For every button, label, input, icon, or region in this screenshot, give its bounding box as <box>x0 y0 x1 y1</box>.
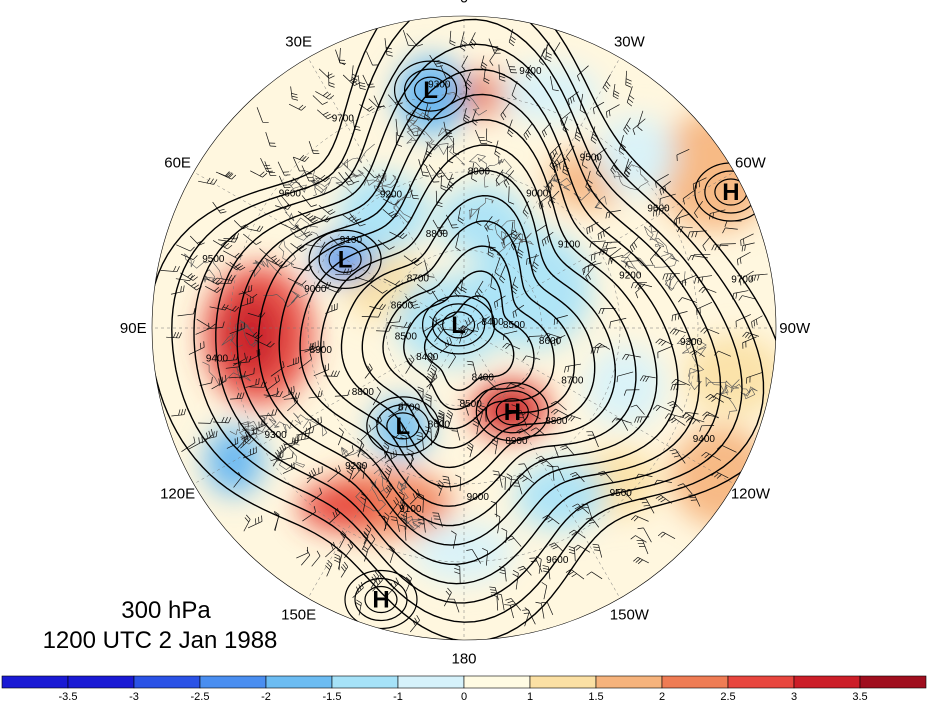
contour-label: 9300 <box>680 337 703 348</box>
contour-label: 9600 <box>546 555 569 566</box>
colorbar-tick-label: -2.5 <box>191 691 210 702</box>
colorbar-bin <box>397 675 465 689</box>
contour-label: 9200 <box>380 190 403 201</box>
colorbar-bin <box>265 675 333 689</box>
colorbar-bin <box>331 675 399 689</box>
contour-label: 8800 <box>426 229 449 240</box>
colorbar-tick-label: 1 <box>527 691 533 702</box>
colorbar-bin <box>793 675 861 689</box>
colorbar: -3.5 -3 -2.5 -2 -1.5 -1 0 1 1.5 2 2.5 3 3.5 <box>1 675 927 702</box>
contour-label: 8400 <box>472 372 495 383</box>
colorbar-bin <box>67 675 135 689</box>
longitude-labels: 0 30W 60W 90W 120W 150W 180 150E 120E 90E 60E 30E <box>120 0 811 668</box>
longitude-label: 120W <box>731 485 771 502</box>
colorbar-tick-label: -3.5 <box>59 691 78 702</box>
colorbar-tick-label: -1.5 <box>323 691 342 702</box>
contour-label: 9400 <box>206 354 229 365</box>
colorbar-tick-label: 1.5 <box>588 691 603 702</box>
longitude-label: 30E <box>285 34 312 51</box>
longitude-label: 120E <box>160 485 195 502</box>
low-pressure-marker: L <box>423 77 438 104</box>
contour-label: 9400 <box>693 434 716 445</box>
colorbar-tick-label: -1 <box>393 691 403 702</box>
colorbar-tick-label: -3 <box>129 691 139 702</box>
contour-label: 9600 <box>647 204 670 215</box>
colorbar-bin <box>1 675 69 689</box>
time-label: 1200 UTC 2 Jan 1988 <box>43 627 278 654</box>
height-contours <box>152 16 776 640</box>
contour-label: 9600 <box>279 189 302 200</box>
colorbar-bin <box>133 675 201 689</box>
colorbar-bin <box>529 675 597 689</box>
contour-label: 8800 <box>352 387 375 398</box>
colorbar-bin <box>727 675 795 689</box>
contour-label: 8500 <box>460 399 483 410</box>
contour-label: 9500 <box>202 254 225 265</box>
longitude-label: 180 <box>451 651 476 668</box>
colorbar-tick-label: 0 <box>461 691 467 702</box>
contour-label: 9500 <box>580 153 603 164</box>
contour-label: 8900 <box>468 166 491 177</box>
contour-label: 8700 <box>398 403 421 414</box>
colorbar-bin <box>859 675 927 689</box>
contour-label: 9300 <box>428 79 451 90</box>
longitude-label: 90E <box>120 320 147 337</box>
contour-label: 9700 <box>332 114 355 125</box>
contour-label: 8400 <box>416 352 439 363</box>
colorbar-tick-label: 3.5 <box>852 691 867 702</box>
colorbar-bin <box>463 675 531 689</box>
longitude-label: 150E <box>281 606 316 623</box>
longitude-label: 150W <box>610 606 650 623</box>
high-pressure-marker: H <box>722 179 739 206</box>
contour-label: 8800 <box>545 416 568 427</box>
colorbar-tick-label: 2.5 <box>720 691 735 702</box>
high-pressure-marker: H <box>504 399 521 426</box>
contour-label: 8500 <box>395 331 418 342</box>
contour-label: 8900 <box>310 345 333 356</box>
colorbar-tick-label: 3 <box>791 691 797 702</box>
contour-label: 9100 <box>558 239 581 250</box>
contour-label: 8400 <box>481 317 504 328</box>
contour-label: 9200 <box>345 461 368 472</box>
pressure-system-markers: L L L L H H H <box>338 77 740 613</box>
colorbar-tick-label: 2 <box>659 691 665 702</box>
contour-label: 9400 <box>519 66 542 77</box>
contour-label: 8900 <box>505 436 528 447</box>
map-border <box>151 15 777 641</box>
contour-label: 8700 <box>407 273 430 284</box>
contour-label: 9500 <box>610 488 633 499</box>
contour-label: 9000 <box>304 284 327 295</box>
colorbar-tick-label: -2 <box>261 691 271 702</box>
colorbar-bin <box>199 675 267 689</box>
contour-label: 8600 <box>391 300 414 311</box>
low-pressure-marker: L <box>395 413 410 440</box>
contour-label: 9200 <box>619 271 642 282</box>
contour-label: 8700 <box>561 375 584 386</box>
contour-label: 9300 <box>264 430 287 441</box>
longitude-label: 0 <box>460 0 468 6</box>
low-pressure-marker: L <box>451 312 466 339</box>
contour-label: 9000 <box>526 189 549 200</box>
contour-label: 8600 <box>539 336 562 347</box>
contour-label: 9100 <box>399 504 422 515</box>
longitude-label: 30W <box>614 34 646 51</box>
longitude-label: 90W <box>779 320 811 337</box>
colorbar-bin <box>661 675 729 689</box>
contour-label: 9100 <box>340 235 363 246</box>
colorbar-bin <box>595 675 663 689</box>
contour-label: 8600 <box>428 419 451 430</box>
contour-label: 9000 <box>467 492 490 503</box>
wind-barbs <box>160 28 768 633</box>
low-pressure-marker: L <box>338 246 353 273</box>
contour-label: 9700 <box>731 274 754 285</box>
longitude-label: 60E <box>164 155 191 172</box>
anomaly-shading <box>203 56 776 583</box>
high-pressure-marker: H <box>372 587 389 614</box>
level-label: 300 hPa <box>121 597 211 624</box>
longitude-label: 60W <box>735 155 767 172</box>
contour-label: 8500 <box>503 320 526 331</box>
